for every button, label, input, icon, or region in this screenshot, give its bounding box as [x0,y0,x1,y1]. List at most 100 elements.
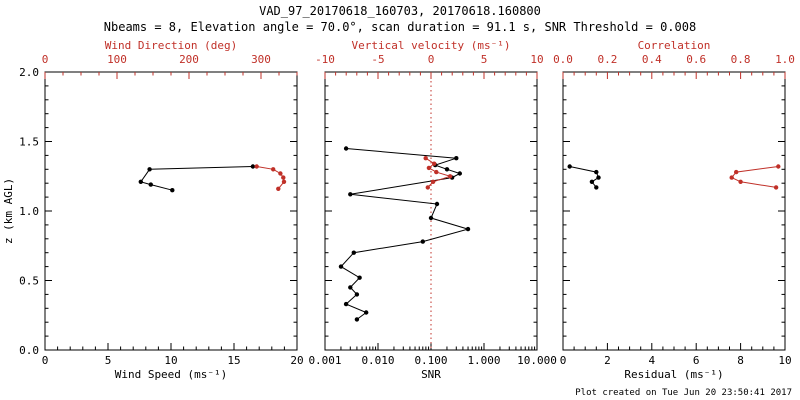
wind-direction-point [276,186,281,191]
svg-text:-10: -10 [315,53,335,66]
svg-text:0: 0 [560,354,567,367]
svg-text:100: 100 [107,53,127,66]
snr-point [348,285,353,290]
svg-text:1.000: 1.000 [467,354,500,367]
svg-text:1.0: 1.0 [775,53,795,66]
svg-text:0.0: 0.0 [553,53,573,66]
vertical-velocity-point [426,165,432,171]
snr-point [454,156,459,161]
svg-text:2.0: 2.0 [19,66,39,79]
plot-subtitle: Nbeams = 8, Elevation angle = 70.0°, sca… [103,20,697,34]
wind-speed-point [170,188,175,193]
vertical-velocity-point [432,161,437,166]
wind-speed-point [147,167,152,172]
correlation-point [776,164,781,169]
residual-point [594,169,599,175]
svg-text:2: 2 [604,354,611,367]
svg-text:15: 15 [227,354,240,367]
svg-text:0.8: 0.8 [731,53,751,66]
snr-point [465,226,471,232]
svg-text:10: 10 [164,354,177,367]
svg-text:8: 8 [737,354,744,367]
svg-text:10.000: 10.000 [517,354,557,367]
snr-point [428,215,434,221]
correlation-point [738,179,743,184]
svg-text:20: 20 [290,354,303,367]
svg-text:0: 0 [42,354,49,367]
snr-line [340,148,470,320]
snr-point [343,301,349,307]
snr-point [351,250,356,255]
svg-text:0: 0 [428,53,435,66]
svg-text:0.010: 0.010 [361,354,394,367]
wind-direction-point [271,167,276,172]
wind-direction-point [281,179,287,184]
wind-direction-point [281,175,286,180]
wind-speed-point [148,182,153,187]
svg-text:0.001: 0.001 [308,354,341,367]
svg-text:Residual (ms⁻¹): Residual (ms⁻¹) [624,368,723,381]
svg-text:Wind Direction (deg): Wind Direction (deg) [105,39,237,52]
svg-text:-5: -5 [371,53,384,66]
svg-text:Wind Speed (ms⁻¹): Wind Speed (ms⁻¹) [115,368,228,381]
vertical-velocity-point [434,169,439,175]
vertical-velocity-point [423,156,428,161]
plot-title: VAD_97_20170618_160703, 20170618.160800 [259,4,541,18]
wind-speed-point [138,179,143,184]
snr-point [338,264,344,269]
svg-text:0: 0 [42,53,49,66]
wind-speed-line [139,166,253,191]
svg-text:0.6: 0.6 [686,53,706,66]
vertical-velocity-point [447,174,453,179]
svg-text:0.100: 0.100 [414,354,447,367]
wind-direction-point [254,164,259,169]
correlation-point [773,185,779,190]
snr-point [434,201,440,207]
snr-point [343,146,349,151]
residual-point [594,185,599,190]
svg-text:1.5: 1.5 [19,136,39,149]
svg-text:0.5: 0.5 [19,275,39,288]
panel-snr: 0.001 0.010 0.100 1.000 10.000 SNR -10 -5 0 5 10 Ve… [308,39,556,381]
svg-text:4: 4 [648,354,655,367]
residual-point [567,164,572,169]
snr-point [357,275,362,280]
y-axis-title: z (km AGL) [2,178,15,244]
svg-text:0.4: 0.4 [642,53,662,66]
snr-point [457,171,462,176]
wind-direction-point [278,171,283,176]
vertical-velocity-point [430,179,436,184]
svg-text:0.0: 0.0 [19,344,39,357]
svg-text:5: 5 [105,354,112,367]
svg-text:Vertical velocity (ms⁻¹): Vertical velocity (ms⁻¹) [352,39,511,52]
residual-point [589,179,595,184]
correlation-point [734,169,739,175]
correlation-line [730,166,779,188]
svg-text:200: 200 [179,53,199,66]
svg-text:0.2: 0.2 [597,53,617,66]
residual-point [596,175,601,180]
snr-point [354,292,360,297]
svg-text:10: 10 [530,53,543,66]
svg-text:Correlation: Correlation [638,39,711,52]
plot-created-timestamp: Plot created on Tue Jun 20 23:50:41 2017 [575,388,792,398]
svg-text:10: 10 [778,354,791,367]
wind-direction-line [256,166,285,190]
snr-point [354,317,360,322]
snr-point [364,310,369,315]
svg-text:SNR: SNR [421,368,441,381]
vertical-velocity-point [425,185,430,190]
snr-point [348,192,353,197]
snr-point [420,239,425,244]
residual-line [569,166,600,188]
svg-text:1.0: 1.0 [19,205,39,218]
svg-text:5: 5 [481,53,488,66]
wind-speed-point [250,164,256,169]
svg-text:6: 6 [693,354,700,367]
panel-residual: 0 2 4 6 8 10 Residual (ms⁻¹) 0.0 0.2 0.4 0.6 0.8 1.0… [553,39,795,381]
correlation-point [729,175,734,180]
snr-point [444,167,450,172]
